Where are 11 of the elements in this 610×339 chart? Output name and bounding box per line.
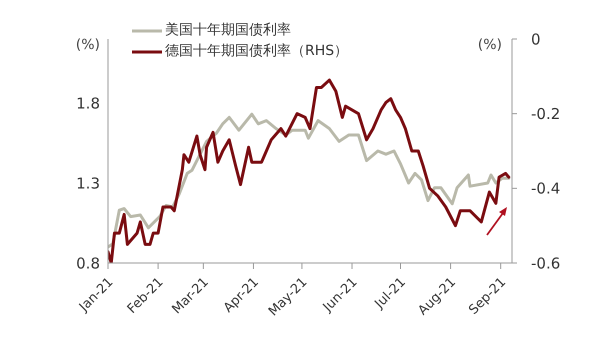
legend-label: 德国十年期国债利率（RHS） (165, 42, 348, 61)
legend-label: 美国十年期国债利率 (165, 21, 291, 40)
y-tick-label: 1.3 (76, 174, 100, 192)
y2-tick-label: -0.6 (531, 254, 560, 272)
y2-tick-label: 0 (531, 30, 541, 48)
y2-axis-title: (%) (478, 37, 502, 53)
y2-tick-label: -0.4 (531, 180, 560, 198)
y2-tick-label: -0.2 (531, 104, 560, 123)
y-axis-title: (%) (76, 37, 100, 53)
y-tick-label: 0.8 (76, 254, 100, 272)
y-tick-label: 1.8 (76, 94, 100, 112)
